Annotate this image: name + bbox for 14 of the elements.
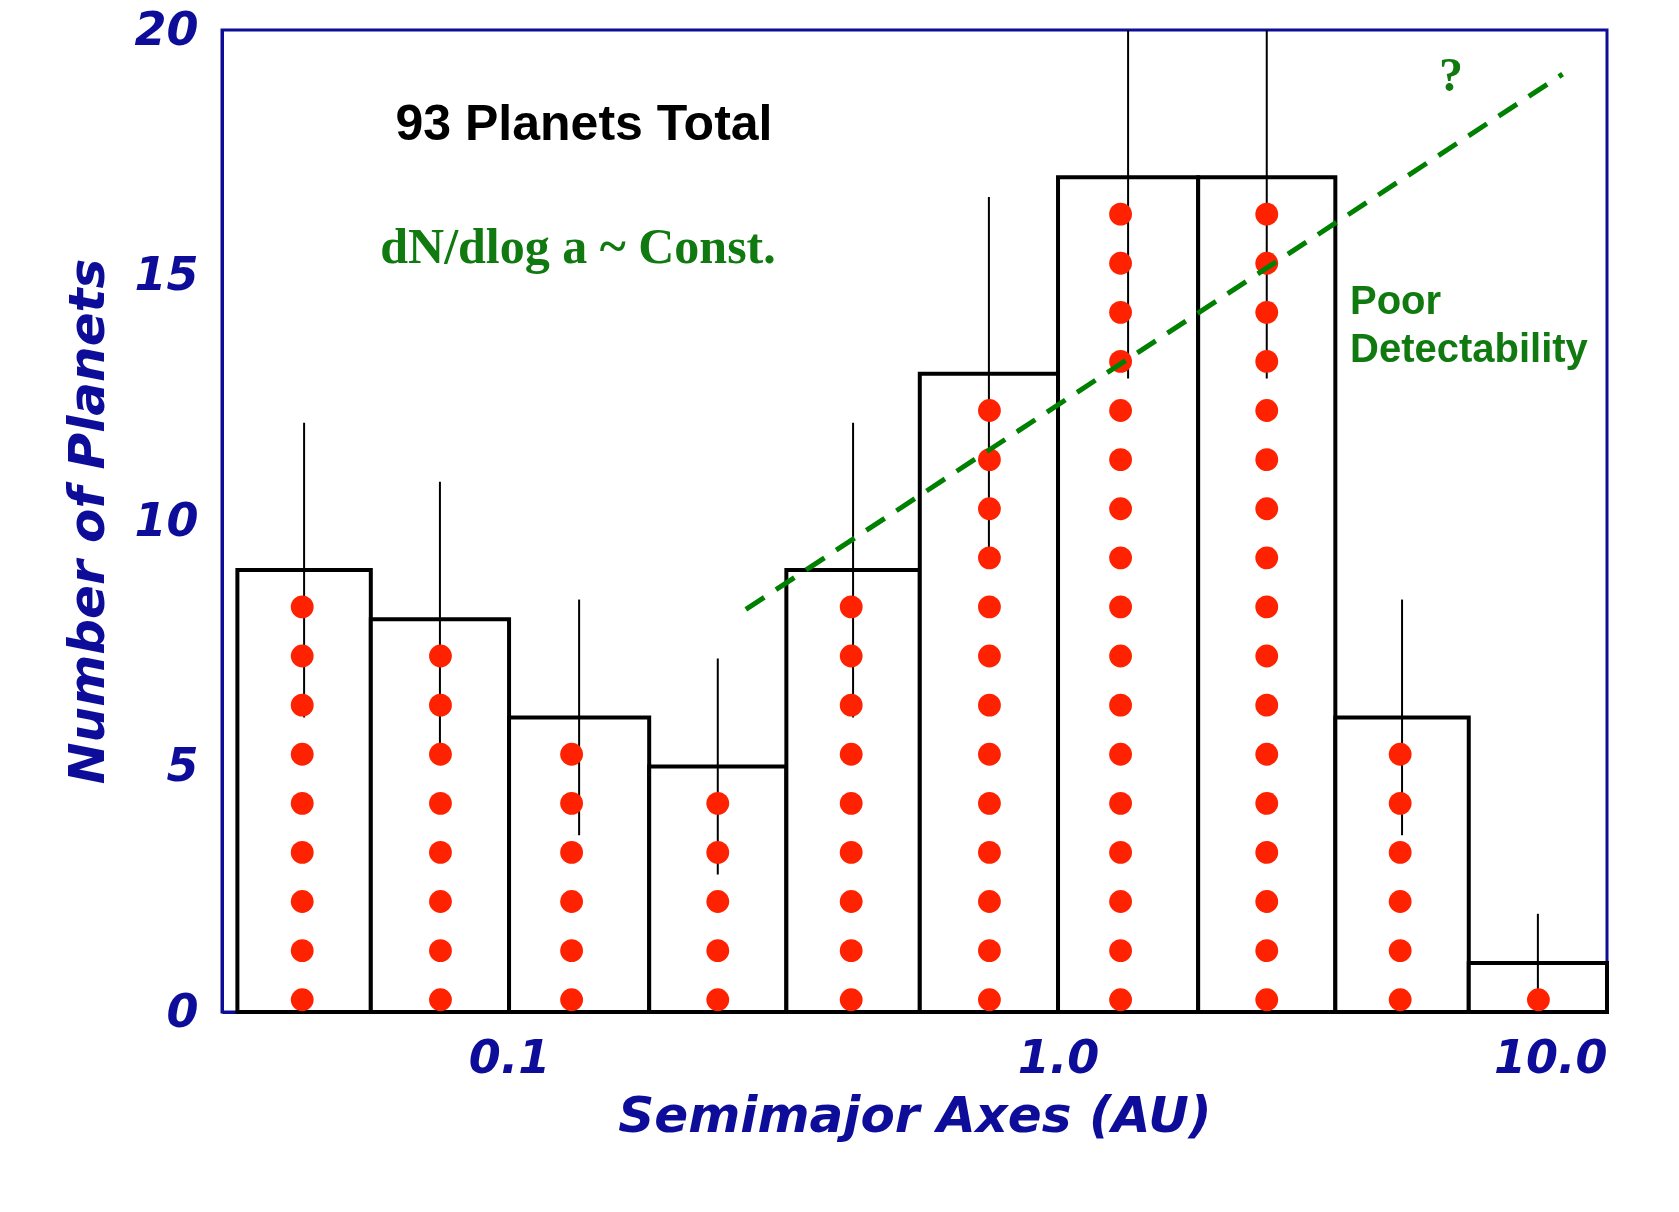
y-tick-label: 20 xyxy=(134,1,199,56)
annotation: 93 Planets Total xyxy=(395,95,773,151)
x-tick-label: 0.1 xyxy=(468,1029,551,1084)
y-axis-title: Number of Planets xyxy=(58,258,117,785)
annotation: dN/dlog a ~ Const. xyxy=(380,218,776,274)
y-tick-label: 5 xyxy=(166,738,199,792)
y-tick-label: 10 xyxy=(134,492,199,547)
y-tick-label: 0 xyxy=(166,983,199,1038)
annotation: Poor Detectability xyxy=(1350,278,1589,370)
x-tick-label: 10.0 xyxy=(1494,1029,1608,1084)
annotation: ? xyxy=(1439,48,1463,101)
x-axis-title: Semimajor Axes (AU) xyxy=(618,1085,1212,1144)
y-tick-label: 15 xyxy=(134,247,199,301)
x-tick-label: 1.0 xyxy=(1017,1029,1100,1084)
